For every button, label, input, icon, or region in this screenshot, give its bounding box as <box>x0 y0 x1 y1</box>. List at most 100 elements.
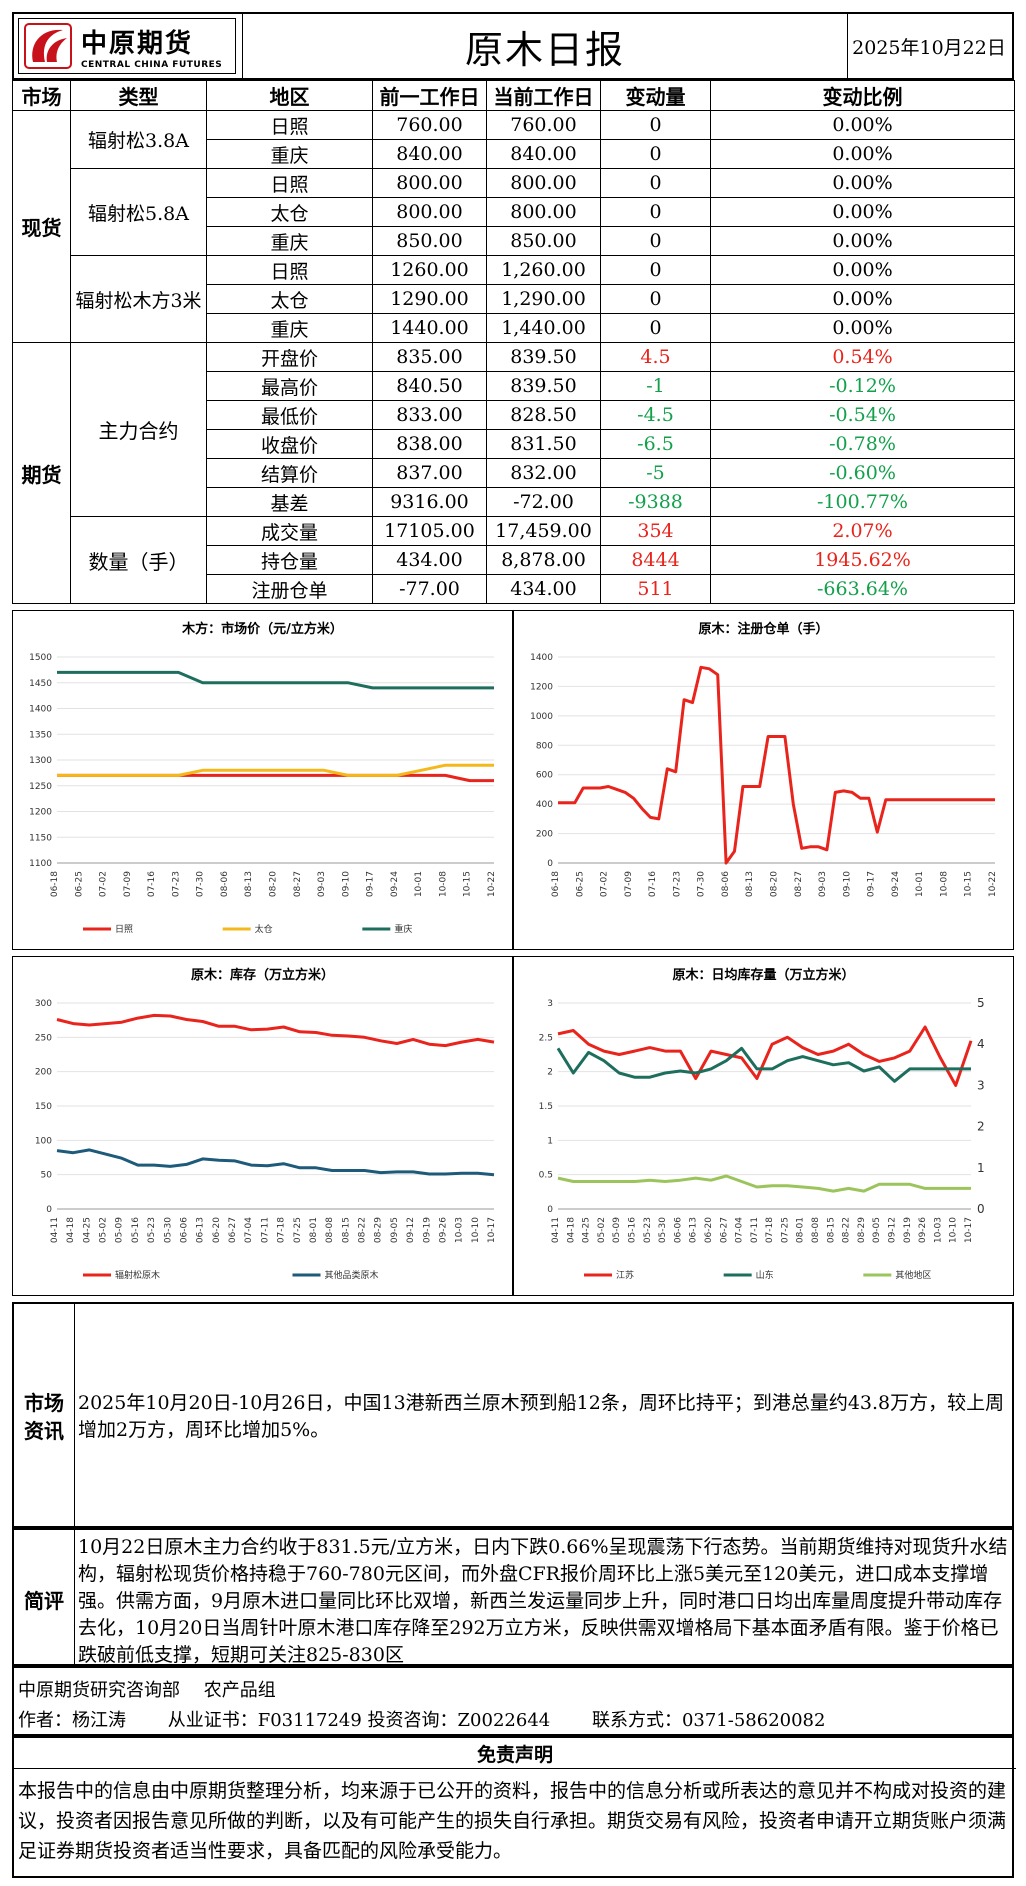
col-header-prev: 前一工作日 <box>372 80 487 111</box>
table-row: 辐射松5.8A 日照 800.00 800.00 0 0.00% <box>13 168 1015 256</box>
x-tick-label: 06-18 <box>50 871 60 897</box>
prev-day-cell: 840.00 <box>372 139 487 169</box>
prev-day-cell: 837.00 <box>372 458 487 488</box>
x-tick-label: 08-20 <box>269 871 279 897</box>
market-info-label: 市场资讯 <box>14 1304 75 1530</box>
x-tick-label: 08-15 <box>826 1217 836 1243</box>
x-tick-label: 10-03 <box>455 1217 465 1243</box>
region-cell: 太仓 <box>206 197 373 227</box>
y-tick-label: 0 <box>547 1205 553 1215</box>
y-tick-label: 0.5 <box>539 1171 553 1181</box>
review-label: 简评 <box>14 1530 75 1668</box>
change-cell: 8444 <box>600 545 711 575</box>
x-tick-label: 10-22 <box>487 871 497 897</box>
curr-day-cell: 831.50 <box>486 429 601 459</box>
prev-day-cell: 833.00 <box>372 400 487 430</box>
y-tick-label: 1.5 <box>539 1102 553 1112</box>
table-row: 期货 主力合约 开盘价 835.00 839.50 4.5 0.54% <box>12 342 1015 604</box>
change-cell: -9388 <box>600 487 711 517</box>
prev-day-cell: 800.00 <box>372 197 487 227</box>
x-tick-label: 06-18 <box>551 871 561 897</box>
x-tick-label: 09-12 <box>888 1217 898 1243</box>
x-tick-label: 09-05 <box>872 1217 882 1243</box>
x-tick-label: 10-15 <box>463 871 473 897</box>
x-tick-label: 08-15 <box>341 1217 351 1243</box>
x-tick-label: 04-11 <box>551 1217 561 1243</box>
legend-label: 其他品类原木 <box>325 1269 379 1281</box>
change-pct-cell: 0.00% <box>710 226 1015 256</box>
series-line <box>557 1174 971 1193</box>
change-pct-cell: 0.00% <box>710 110 1015 140</box>
col-header-curr: 当前工作日 <box>486 80 601 111</box>
region-cell: 最低价 <box>206 400 373 430</box>
y-tick-label: 800 <box>536 741 553 751</box>
x-tick-label: 07-02 <box>99 871 109 897</box>
disclaimer-section: 免责声明 本报告中的信息由中原期货整理分析，均来源于已公开的资料，报告中的信息分… <box>12 1736 1016 1878</box>
y2-tick-label: 4 <box>977 1037 985 1051</box>
prev-day-cell: 760.00 <box>372 110 487 140</box>
y-tick-label: 100 <box>35 1136 52 1146</box>
change-cell: 0 <box>600 255 711 285</box>
x-tick-label: 10-15 <box>964 871 974 897</box>
change-pct-cell: -0.54% <box>710 400 1015 430</box>
price-table: 市场 类型 地区 前一工作日 当前工作日 变动量 变动比例 现货 辐射松3.8A 日… <box>12 80 1015 604</box>
x-tick-label: 06-27 <box>228 1217 238 1243</box>
change-cell: 0 <box>600 110 711 140</box>
x-tick-label: 04-25 <box>582 1217 592 1243</box>
x-tick-label: 06-06 <box>673 1217 683 1243</box>
y2-tick-label: 1 <box>977 1161 985 1175</box>
table-row: 注册仓单 -77.00 434.00 511 -663.64% <box>13 574 1015 604</box>
x-tick-label: 09-24 <box>390 871 400 897</box>
region-cell: 收盘价 <box>206 429 373 459</box>
curr-day-cell: 839.50 <box>486 342 601 372</box>
logo-company-en: CENTRAL CHINA FUTURES <box>81 59 223 70</box>
series-line <box>557 1025 973 1087</box>
y-tick-label: 150 <box>35 1102 52 1112</box>
curr-day-cell: 800.00 <box>486 168 601 198</box>
table-row: 重庆 850.00 850.00 0 0.00% <box>13 226 1015 256</box>
x-tick-label: 06-13 <box>196 1217 206 1243</box>
x-tick-label: 08-20 <box>770 871 780 897</box>
x-tick-label: 08-01 <box>309 1217 319 1243</box>
x-tick-label: 07-18 <box>765 1217 775 1243</box>
legend-label: 山东 <box>756 1269 774 1281</box>
market-cell: 期货 <box>12 342 71 604</box>
y-tick-label: 200 <box>35 1068 52 1078</box>
col-header-market: 市场 <box>12 80 71 111</box>
y-tick-label: 1350 <box>29 730 52 740</box>
legend-label: 重庆 <box>394 923 412 935</box>
logo-icon <box>24 23 72 69</box>
x-tick-label: 04-18 <box>66 1217 76 1243</box>
y2-tick-label: 0 <box>977 1202 985 1216</box>
chart-title: 原木：日均库存量（万立方米） <box>672 967 854 983</box>
x-tick-label: 08-29 <box>857 1217 867 1243</box>
report-date: 2025年10月22日 <box>852 36 1006 59</box>
table-row: 收盘价 838.00 831.50 -6.5 -0.78% <box>13 429 1015 459</box>
x-tick-label: 05-16 <box>627 1217 637 1243</box>
curr-day-cell: 828.50 <box>486 400 601 430</box>
market-info-label-text: 市场资讯 <box>24 1391 64 1443</box>
table-row: 最低价 833.00 828.50 -4.5 -0.54% <box>13 400 1015 430</box>
y-tick-label: 200 <box>536 830 553 840</box>
change-cell: 4.5 <box>600 342 711 372</box>
x-tick-label: 05-30 <box>163 1217 173 1243</box>
change-pct-cell: 0.00% <box>710 313 1015 343</box>
x-tick-label: 07-23 <box>171 871 181 897</box>
x-tick-label: 09-26 <box>918 1217 928 1243</box>
region-cell: 基差 <box>206 487 373 517</box>
y2-tick-label: 3 <box>977 1078 985 1092</box>
x-tick-label: 05-30 <box>658 1217 668 1243</box>
region-cell: 太仓 <box>206 284 373 314</box>
change-cell: 511 <box>600 574 711 604</box>
table-row: 现货 辐射松3.8A 日照 760.00 760.00 0 0.00% <box>12 110 1015 343</box>
curr-day-cell: 840.00 <box>486 139 601 169</box>
y-tick-label: 50 <box>41 1171 53 1181</box>
x-tick-label: 08-06 <box>220 871 230 897</box>
y-tick-label: 1300 <box>29 756 52 766</box>
change-pct-cell: 0.54% <box>710 342 1015 372</box>
x-tick-label: 09-10 <box>341 871 351 897</box>
prev-day-cell: 800.00 <box>372 168 487 198</box>
disclaimer-text: 本报告中的信息由中原期货整理分析，均来源于已公开的资料，报告中的信息分析或所表达… <box>18 1780 1007 1862</box>
region-cell: 持仓量 <box>206 545 373 575</box>
x-tick-label: 09-10 <box>842 871 852 897</box>
